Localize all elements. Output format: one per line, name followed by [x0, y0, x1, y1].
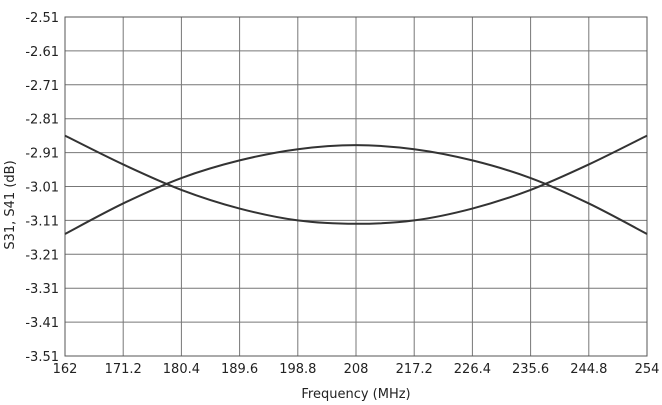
x-tick-label: 226.4: [454, 362, 491, 377]
x-tick-label: 244.8: [570, 362, 607, 377]
grid: [64, 16, 648, 357]
plot-frame: [64, 16, 648, 357]
y-tick-label: -3.41: [25, 316, 59, 331]
y-tick-label: -3.51: [25, 350, 59, 365]
x-tick-label: 189.6: [221, 362, 258, 377]
x-tick-label: 171.2: [105, 362, 142, 377]
x-tick-label: 198.8: [279, 362, 316, 377]
y-tick-label: -2.61: [25, 45, 59, 60]
y-tick-label: -3.31: [25, 282, 59, 297]
x-tick-labels: 162 171.2 180.4 189.6 198.8 208 217.2 226.4 235.…: [53, 362, 660, 377]
series-line-1: [64, 144, 648, 235]
series-line-2: [64, 134, 648, 225]
x-tick-label: 217.2: [396, 362, 433, 377]
y-tick-label: -3.01: [25, 181, 59, 196]
y-tick-label: -2.81: [25, 113, 59, 128]
x-tick-label: 162: [53, 362, 78, 377]
y-tick-label: -2.51: [25, 11, 59, 26]
y-tick-label: -2.91: [25, 147, 59, 162]
y-tick-label: -3.21: [25, 248, 59, 263]
y-tick-label: -2.71: [25, 79, 59, 94]
x-axis-label: Frequency (MHz): [301, 387, 410, 402]
x-tick-label: 235.6: [512, 362, 549, 377]
x-tick-label: 254: [635, 362, 660, 377]
series-group: [64, 134, 648, 235]
y-tick-label: -3.11: [25, 214, 59, 229]
y-axis-label: S31, S41 (dB): [3, 160, 18, 249]
x-tick-label: 208: [344, 362, 369, 377]
y-tick-labels: -2.51 -2.61 -2.71 -2.81 -2.91 -3.01 -3.11 -3.21…: [25, 11, 59, 365]
x-tick-label: 180.4: [163, 362, 200, 377]
